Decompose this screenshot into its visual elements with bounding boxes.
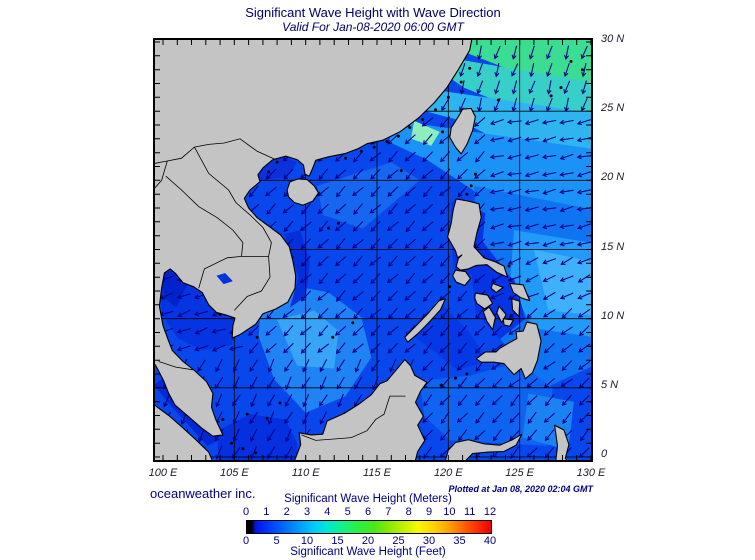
lat-label: 30 N bbox=[601, 33, 625, 45]
legend-feet-tick: 20 bbox=[361, 535, 375, 547]
lat-label: 25 N bbox=[601, 102, 625, 115]
oceanweather-brand: oceanweather inc. bbox=[150, 486, 256, 501]
wave-height-colorbar bbox=[246, 520, 492, 534]
legend-meters-tick: 5 bbox=[344, 506, 351, 518]
legend-meters-tick: 8 bbox=[405, 506, 412, 518]
lon-label: 110 E bbox=[291, 467, 320, 479]
lat-label: 20 N bbox=[601, 171, 625, 184]
legend-meters-title: Significant Wave Height (Meters) bbox=[284, 493, 452, 505]
legend-meters-tick: 12 bbox=[483, 506, 497, 518]
legend-meters-tick: 2 bbox=[283, 506, 290, 518]
lat-label: 15 N bbox=[601, 240, 625, 253]
legend-meters-tick: 10 bbox=[443, 506, 456, 518]
lon-label: 120 E bbox=[433, 467, 463, 479]
lon-label: 130 E bbox=[576, 467, 606, 479]
legend-meters-tick: 3 bbox=[303, 506, 311, 518]
legend-feet-tick: 15 bbox=[331, 535, 344, 547]
legend-meters-tick: 1 bbox=[263, 506, 270, 518]
wave-map bbox=[151, 34, 600, 466]
lat-label: 10 N bbox=[601, 309, 625, 322]
lat-label: 0 bbox=[601, 448, 608, 461]
legend-feet-scale: 0 5 10 15 20 25 30 35 40 bbox=[242, 535, 496, 547]
legend-meters-scale: 0 1 2 3 4 5 6 7 8 9 10 11 12 bbox=[242, 506, 496, 518]
legend-meters-tick: 4 bbox=[324, 506, 331, 518]
legend-feet-tick: 35 bbox=[453, 535, 466, 547]
page-title: Significant Wave Height with Wave Direct… bbox=[245, 5, 501, 20]
lon-label: 125 E bbox=[505, 467, 535, 479]
map-frame bbox=[151, 34, 600, 466]
legend-feet-tick: 30 bbox=[422, 535, 436, 547]
legend-feet-tick: 0 bbox=[242, 535, 250, 547]
legend-meters-tick: 9 bbox=[425, 506, 433, 518]
lon-label: 115 E bbox=[363, 467, 391, 479]
legend-feet-tick: 5 bbox=[273, 535, 280, 547]
legend-feet-tick: 40 bbox=[483, 535, 497, 547]
legend-meters-tick: 0 bbox=[242, 506, 250, 518]
legend-feet-tick: 25 bbox=[392, 535, 405, 547]
valid-time-subtitle: Valid For Jan-08-2020 06:00 GMT bbox=[282, 20, 464, 34]
legend-meters-tick: 7 bbox=[385, 506, 392, 518]
lat-label: 5 N bbox=[601, 378, 619, 391]
lon-label: 100 E bbox=[148, 467, 178, 479]
map-svg bbox=[151, 34, 600, 466]
legend-feet-tick: 10 bbox=[300, 535, 314, 547]
lon-label: 105 E bbox=[219, 467, 249, 479]
legend-feet-title: Significant Wave Height (Feet) bbox=[290, 546, 446, 558]
legend-meters-tick: 11 bbox=[463, 506, 476, 518]
plotted-timestamp: Plotted at Jan 08, 2020 02:04 GMT bbox=[448, 484, 593, 494]
legend-meters-tick: 6 bbox=[364, 506, 372, 518]
